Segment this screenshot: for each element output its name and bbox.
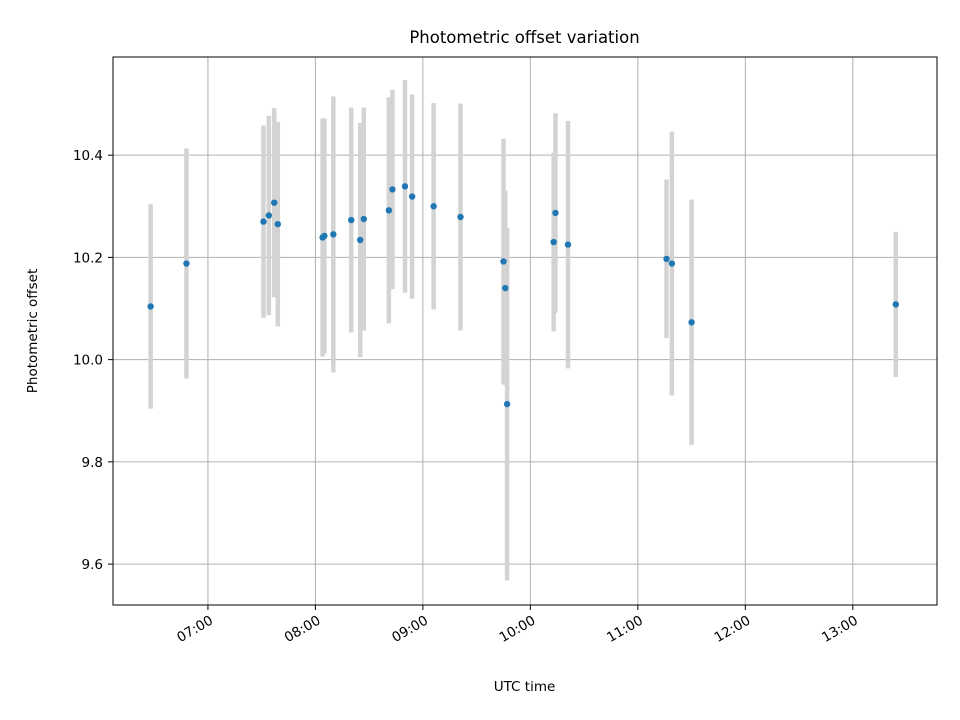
data-point <box>408 193 416 200</box>
y-tick-label: 10.2 <box>73 250 103 266</box>
data-point <box>360 215 367 223</box>
y-tick-label: 9.6 <box>82 557 103 573</box>
data-point <box>357 236 364 244</box>
data-point <box>348 216 355 224</box>
data-point <box>330 231 337 238</box>
data-point <box>265 212 273 219</box>
y-axis-ticks: 9.6 9.8 10.0 10.2 10.4 <box>73 148 113 573</box>
y-tick-label: 9.8 <box>82 455 103 471</box>
data-point <box>260 218 267 225</box>
chart-title: Photometric offset variation <box>409 28 639 47</box>
data-point <box>500 258 507 265</box>
data-point <box>503 400 511 408</box>
x-tick-label: 08:00 <box>282 613 324 646</box>
y-tick-label: 10.0 <box>73 353 103 369</box>
data-point <box>688 319 695 326</box>
data-point <box>401 183 409 190</box>
data-point <box>892 301 899 308</box>
data-point <box>321 232 328 240</box>
data-point <box>274 220 281 228</box>
data-point <box>668 260 676 267</box>
data-point <box>147 303 154 310</box>
x-tick-label: 10:00 <box>497 613 539 646</box>
data-point <box>564 241 572 248</box>
data-point <box>389 186 396 193</box>
grid <box>113 57 937 605</box>
data-point <box>663 255 670 263</box>
data-point <box>457 213 464 221</box>
x-tick-label: 07:00 <box>174 613 216 646</box>
data-point <box>550 238 557 246</box>
data-point <box>183 260 190 267</box>
y-axis-label: Photometric offset <box>25 269 41 393</box>
data-points <box>147 183 899 408</box>
x-axis-label: UTC time <box>494 679 556 695</box>
x-tick-label: 09:00 <box>389 613 431 646</box>
data-point <box>430 203 437 210</box>
plot-area-frame <box>112 56 938 606</box>
x-tick-label: 12:00 <box>712 613 754 646</box>
x-tick-label: 11:00 <box>604 613 646 646</box>
data-point <box>552 209 559 217</box>
data-point <box>271 199 278 206</box>
y-tick-label: 10.4 <box>73 148 103 164</box>
data-point <box>502 284 509 292</box>
x-axis-ticks: 07:00 08:00 09:00 10:00 11:00 12:00 13:00 <box>174 605 861 646</box>
data-point <box>385 207 393 214</box>
x-tick-label: 13:00 <box>819 613 861 646</box>
